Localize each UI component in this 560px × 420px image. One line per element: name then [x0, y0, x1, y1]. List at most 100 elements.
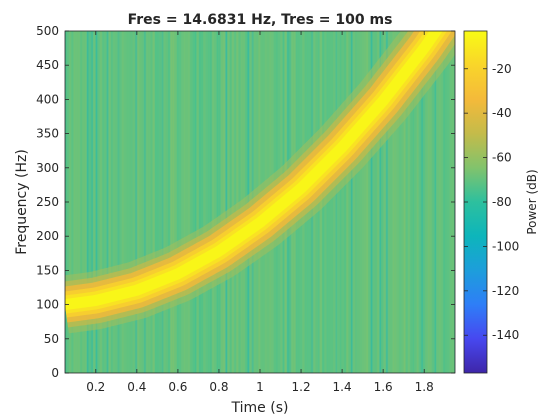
- noise-streak: [447, 31, 450, 373]
- noise-streak: [82, 31, 84, 373]
- chirp-ridge: [65, 31, 455, 334]
- y-axis-label: Frequency (Hz): [14, 149, 30, 255]
- noise-streak: [390, 31, 392, 373]
- noise-streak: [359, 31, 362, 373]
- y-tick-label: 100: [36, 298, 59, 312]
- x-tick-label: 1.4: [333, 380, 352, 394]
- noise-streak: [388, 31, 390, 373]
- noise-streak: [91, 31, 93, 373]
- noise-streak: [362, 31, 364, 373]
- noise-streak: [417, 31, 419, 373]
- colorbar-tick-label: -80: [492, 195, 512, 209]
- chart-title: Fres = 14.6831 Hz, Tres = 100 ms: [128, 12, 393, 28]
- noise-streak: [344, 31, 346, 373]
- noise-streak: [203, 31, 205, 373]
- noise-streak: [137, 31, 139, 373]
- noise-streak: [375, 31, 377, 373]
- noise-streak: [408, 31, 410, 373]
- noise-streak: [164, 31, 166, 373]
- noise-streak: [443, 31, 445, 373]
- noise-streak: [379, 31, 381, 373]
- y-tick-label: 400: [36, 92, 59, 106]
- noise-streak: [441, 31, 443, 373]
- noise-streak: [357, 31, 359, 373]
- noise-streak: [234, 31, 236, 373]
- noise-streak: [115, 31, 117, 373]
- x-tick-label: 0.8: [209, 380, 228, 394]
- y-tick-label: 50: [44, 332, 59, 346]
- noise-streak: [212, 31, 214, 373]
- x-tick-label: 1.8: [415, 380, 434, 394]
- noise-streak: [89, 31, 91, 373]
- noise-streak: [109, 31, 111, 373]
- x-tick-label: 1: [256, 380, 264, 394]
- noise-streak: [197, 31, 199, 373]
- noise-streak: [333, 31, 335, 373]
- noise-streak: [432, 31, 434, 373]
- noise-streak: [331, 31, 333, 373]
- noise-streak: [346, 31, 348, 373]
- noise-streak: [351, 31, 353, 373]
- noise-streak: [124, 31, 126, 373]
- noise-streak: [120, 31, 122, 373]
- noise-streak: [377, 31, 379, 373]
- noise-streak: [419, 31, 421, 373]
- y-tick-label: 500: [36, 24, 59, 38]
- noise-streak: [370, 31, 373, 373]
- colorbar-tick-label: -40: [492, 106, 512, 120]
- noise-streak: [122, 31, 124, 373]
- noise-streak: [146, 31, 148, 373]
- y-tick-label: 300: [36, 161, 59, 175]
- noise-streak: [425, 31, 428, 373]
- noise-streak: [201, 31, 203, 373]
- noise-streak: [139, 31, 142, 373]
- noise-streak: [93, 31, 95, 373]
- x-tick-label: 1.2: [292, 380, 311, 394]
- noise-streak: [227, 31, 230, 373]
- noise-streak: [410, 31, 412, 373]
- noise-streak: [225, 31, 227, 373]
- noise-streak: [190, 31, 192, 373]
- colorbar: -140 -120 -100 -80 -60 -40 -20 Power (dB): [463, 30, 539, 374]
- noise-streak: [142, 31, 144, 373]
- noise-streak: [117, 31, 120, 373]
- noise-streak: [403, 31, 406, 373]
- noise-streak: [131, 31, 133, 373]
- y-tick-label: 450: [36, 58, 59, 72]
- noise-streak: [353, 31, 355, 373]
- noise-streak: [71, 31, 73, 373]
- y-axis-ticks: 0 50 100 150 200 250 300 350 400 450 500: [36, 24, 455, 380]
- noise-streak: [342, 31, 344, 373]
- x-tick-label: 0.4: [127, 380, 146, 394]
- noise-streak: [340, 31, 342, 373]
- noise-streak: [395, 31, 397, 373]
- noise-streak: [104, 31, 106, 373]
- noise-streak: [423, 31, 425, 373]
- noise-streak: [430, 31, 432, 373]
- noise-streak: [450, 31, 452, 373]
- y-tick-label: 0: [51, 366, 59, 380]
- noise-streak: [348, 31, 351, 373]
- noise-streak: [98, 31, 100, 373]
- noise-streak: [69, 31, 71, 373]
- x-tick-label: 0.6: [168, 380, 187, 394]
- noise-streak: [113, 31, 115, 373]
- noise-streak: [186, 31, 188, 373]
- noise-streak: [406, 31, 408, 373]
- noise-streak: [95, 31, 98, 373]
- y-tick-label: 200: [36, 229, 59, 243]
- noise-streak: [161, 31, 164, 373]
- noise-streak: [170, 31, 172, 373]
- noise-streak: [135, 31, 137, 373]
- ridge-core: [65, 31, 443, 311]
- noise-streak: [166, 31, 168, 373]
- noise-streak: [100, 31, 102, 373]
- noise-streak: [368, 31, 370, 373]
- noise-streak: [157, 31, 159, 373]
- noise-streak: [168, 31, 170, 373]
- noise-streak: [102, 31, 104, 373]
- colorbar-tick-label: -140: [492, 328, 519, 342]
- noise-streak: [210, 31, 212, 373]
- colorbar-tick-label: -100: [492, 239, 519, 253]
- noise-streak: [219, 31, 221, 373]
